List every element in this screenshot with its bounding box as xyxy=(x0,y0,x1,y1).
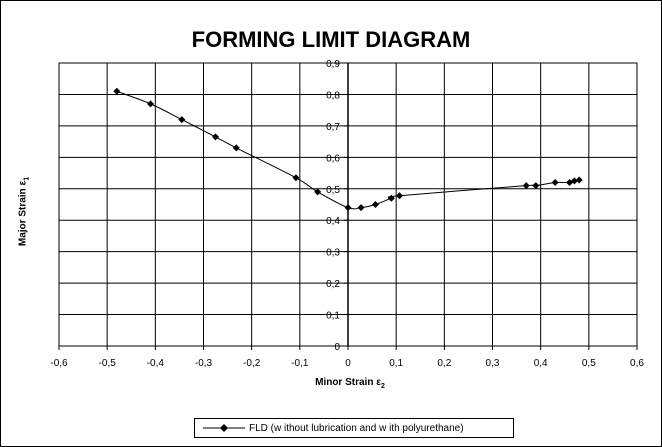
legend-label: FLD (w ithout lubrication and w ith poly… xyxy=(249,422,464,434)
x-tick-label: -0,2 xyxy=(243,358,261,369)
y-tick-label: 0 xyxy=(334,342,340,353)
legend: FLD (w ithout lubrication and w ith poly… xyxy=(194,418,514,438)
x-tick-label: 0,5 xyxy=(582,358,596,369)
x-tick-label: -0,3 xyxy=(195,358,213,369)
data-point xyxy=(551,178,559,186)
y-tick-label: 0,6 xyxy=(326,153,340,164)
y-tick-label: 0,8 xyxy=(326,90,340,101)
chart-title: FORMING LIMIT DIAGRAM xyxy=(191,27,471,52)
data-point xyxy=(396,192,404,200)
legend-swatch xyxy=(203,424,245,432)
x-tick-label: 0,1 xyxy=(389,358,403,369)
plot-border xyxy=(58,62,638,347)
data-point xyxy=(344,204,352,212)
x-tick-label: -0,4 xyxy=(147,358,165,369)
x-tick-label: 0,3 xyxy=(486,358,500,369)
x-tick-label: 0,6 xyxy=(630,358,644,369)
y-tick-label: 0,3 xyxy=(326,248,340,259)
y-tick-label: 0,9 xyxy=(326,59,340,70)
data-point xyxy=(113,87,121,95)
data-point xyxy=(178,116,186,124)
y-tick-label: 0,7 xyxy=(326,122,340,133)
data-point xyxy=(371,201,379,208)
x-tick-label: -0,1 xyxy=(291,358,309,369)
data-point xyxy=(522,182,530,190)
y-axis-label: Major Strain ε1 xyxy=(17,176,31,247)
x-tick-label: 0,4 xyxy=(534,358,548,369)
data-point xyxy=(570,177,578,185)
y-tick-label: 0,1 xyxy=(326,311,340,322)
data-point xyxy=(387,194,395,202)
data-point xyxy=(575,176,583,184)
x-tick-label: -0,5 xyxy=(99,358,117,369)
data-point xyxy=(292,174,300,182)
data-point xyxy=(532,182,540,190)
data-point xyxy=(357,204,365,212)
x-tick-label: 0,2 xyxy=(437,358,451,369)
series-layer xyxy=(113,87,583,212)
tick-labels: -0,6 -0,5 -0,4 -0,3 -0,2 -0,1 0 0,1 0,2 0,3 0,4 0,5… xyxy=(50,59,644,369)
data-point xyxy=(147,100,155,108)
data-point xyxy=(232,144,240,152)
data-point xyxy=(314,188,322,196)
y-tick-label: 0,5 xyxy=(326,185,340,196)
x-tick-label: -0,6 xyxy=(50,358,68,369)
y-tick-label: 0,2 xyxy=(326,279,340,290)
x-tick-label: 0 xyxy=(345,358,351,369)
y-tick-label: 0,4 xyxy=(326,216,340,227)
data-point xyxy=(212,133,220,141)
x-axis-label: Minor Strain ε2 xyxy=(315,377,385,390)
